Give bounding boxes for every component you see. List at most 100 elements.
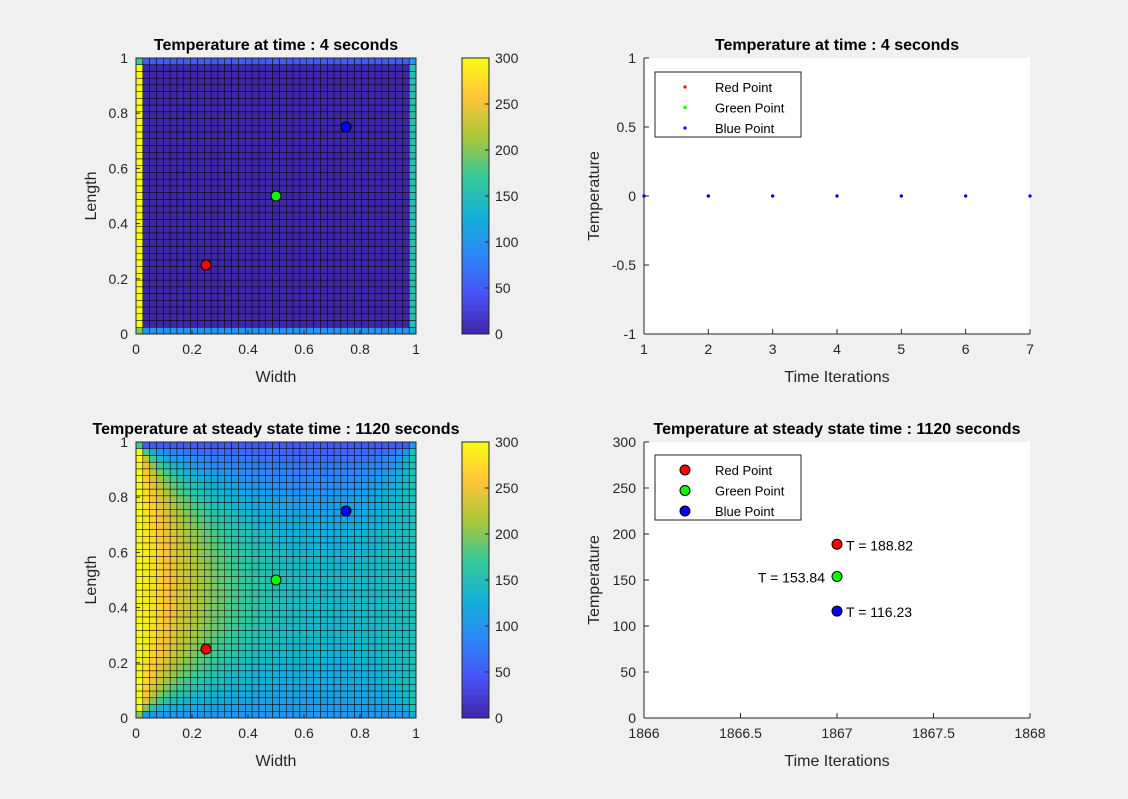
- heatmap-cell: [320, 57, 328, 66]
- heatmap-cell: [279, 158, 287, 167]
- colorbar-segment: [462, 540, 489, 544]
- heatmap-cell: [217, 151, 226, 160]
- heatmap-cell: [135, 509, 144, 517]
- heatmap-cell: [313, 259, 321, 267]
- heatmap-cell: [279, 151, 287, 160]
- heatmap-cell: [210, 509, 219, 517]
- heatmap-cell: [156, 205, 164, 214]
- heatmap-cell: [347, 677, 355, 685]
- heatmap-cell: [299, 151, 308, 160]
- heatmap-cell: [320, 535, 328, 544]
- heatmap-cell: [135, 697, 144, 705]
- heatmap-cell: [306, 583, 314, 591]
- heatmap-cell: [217, 64, 226, 72]
- heatmap-cell: [395, 441, 403, 450]
- heatmap-cell: [285, 549, 294, 557]
- heatmap-cell: [402, 697, 410, 705]
- heatmap-cell: [388, 111, 396, 119]
- heatmap-cell: [238, 71, 246, 79]
- heatmap-cell: [258, 300, 267, 308]
- heatmap-cell: [210, 610, 219, 618]
- heatmap-cell: [381, 165, 389, 173]
- heatmap-cell: [299, 252, 308, 261]
- y-tick-label: -1: [624, 326, 637, 342]
- heatmap-cell: [135, 252, 144, 261]
- heatmap-cell: [367, 226, 376, 234]
- heatmap-cell: [210, 71, 219, 79]
- heatmap-cell: [388, 529, 396, 537]
- heatmap-cell: [320, 677, 328, 685]
- heatmap-cell: [388, 131, 396, 140]
- heatmap-cell: [395, 569, 403, 577]
- heatmap-cell: [361, 273, 369, 281]
- colorbar-segment: [462, 159, 489, 162]
- heatmap-cell: [210, 266, 219, 274]
- heatmap-cell: [176, 293, 185, 301]
- heatmap-cell: [251, 259, 260, 267]
- heatmap-cell: [204, 529, 212, 537]
- legend-marker: [683, 105, 687, 110]
- heatmap-cell: [251, 636, 260, 645]
- heatmap-cell: [320, 690, 328, 699]
- heatmap-cell: [197, 616, 205, 625]
- x-tick-label: 0.2: [182, 725, 202, 741]
- heatmap-cell: [285, 697, 294, 705]
- heatmap-cell: [265, 549, 273, 557]
- heatmap-cell: [238, 556, 246, 564]
- heatmap-cell: [326, 300, 335, 308]
- heatmap-cell: [238, 98, 246, 106]
- colorbar-segment: [462, 653, 489, 657]
- heatmap-cell: [204, 320, 212, 328]
- heatmap-cell: [135, 596, 144, 604]
- heatmap-cell: [333, 589, 342, 598]
- heatmap-cell: [313, 293, 321, 301]
- heatmap-cell: [176, 151, 185, 160]
- heatmap-cell: [272, 71, 280, 79]
- heatmap-cell: [156, 192, 164, 200]
- heatmap-cell: [210, 502, 219, 510]
- heatmap-cell: [217, 111, 226, 119]
- heatmap-cell: [388, 549, 396, 557]
- heatmap-cell: [395, 286, 403, 294]
- heatmap-cell: [142, 252, 150, 261]
- heatmap-cell: [142, 535, 150, 544]
- colorbar-segment: [462, 513, 489, 517]
- heatmap-cell: [142, 286, 150, 294]
- heatmap-cell: [299, 246, 308, 254]
- heatmap-cell: [354, 670, 362, 678]
- heatmap-cell: [320, 650, 328, 658]
- heatmap-cell: [285, 118, 294, 126]
- heatmap-cell: [265, 104, 273, 113]
- heatmap-cell: [306, 118, 314, 126]
- heatmap-cell: [169, 111, 178, 119]
- heatmap-cell: [149, 461, 157, 470]
- heatmap-cell: [190, 226, 198, 234]
- heatmap-cell: [408, 603, 417, 611]
- heatmap-cell: [313, 603, 321, 611]
- heatmap-cell: [210, 178, 219, 187]
- heatmap-cell: [381, 57, 389, 66]
- heatmap-cell: [217, 576, 226, 584]
- heatmap-cell: [292, 212, 301, 220]
- heatmap-cell: [361, 219, 369, 227]
- x-axis-label: Time Iterations: [784, 369, 889, 386]
- heatmap-cell: [326, 596, 335, 604]
- heatmap-cell: [135, 91, 144, 99]
- heatmap-cell: [292, 273, 301, 281]
- colorbar-tick-label: 300: [495, 434, 519, 450]
- heatmap-cell: [231, 684, 239, 692]
- heatmap-cell: [374, 125, 383, 133]
- heatmap-cell: [258, 138, 267, 146]
- heatmap-cell: [408, 205, 417, 214]
- colorbar-segment: [462, 267, 489, 271]
- heatmap-cell: [381, 192, 389, 200]
- heatmap-cell: [408, 320, 417, 328]
- colorbar-segment: [462, 265, 489, 268]
- heatmap-cell: [306, 293, 314, 301]
- heatmap-cell: [231, 185, 239, 193]
- heatmap-cell: [238, 178, 246, 187]
- heatmap-cell: [231, 610, 239, 618]
- heatmap-cell: [292, 178, 301, 187]
- heatmap-cell: [313, 151, 321, 160]
